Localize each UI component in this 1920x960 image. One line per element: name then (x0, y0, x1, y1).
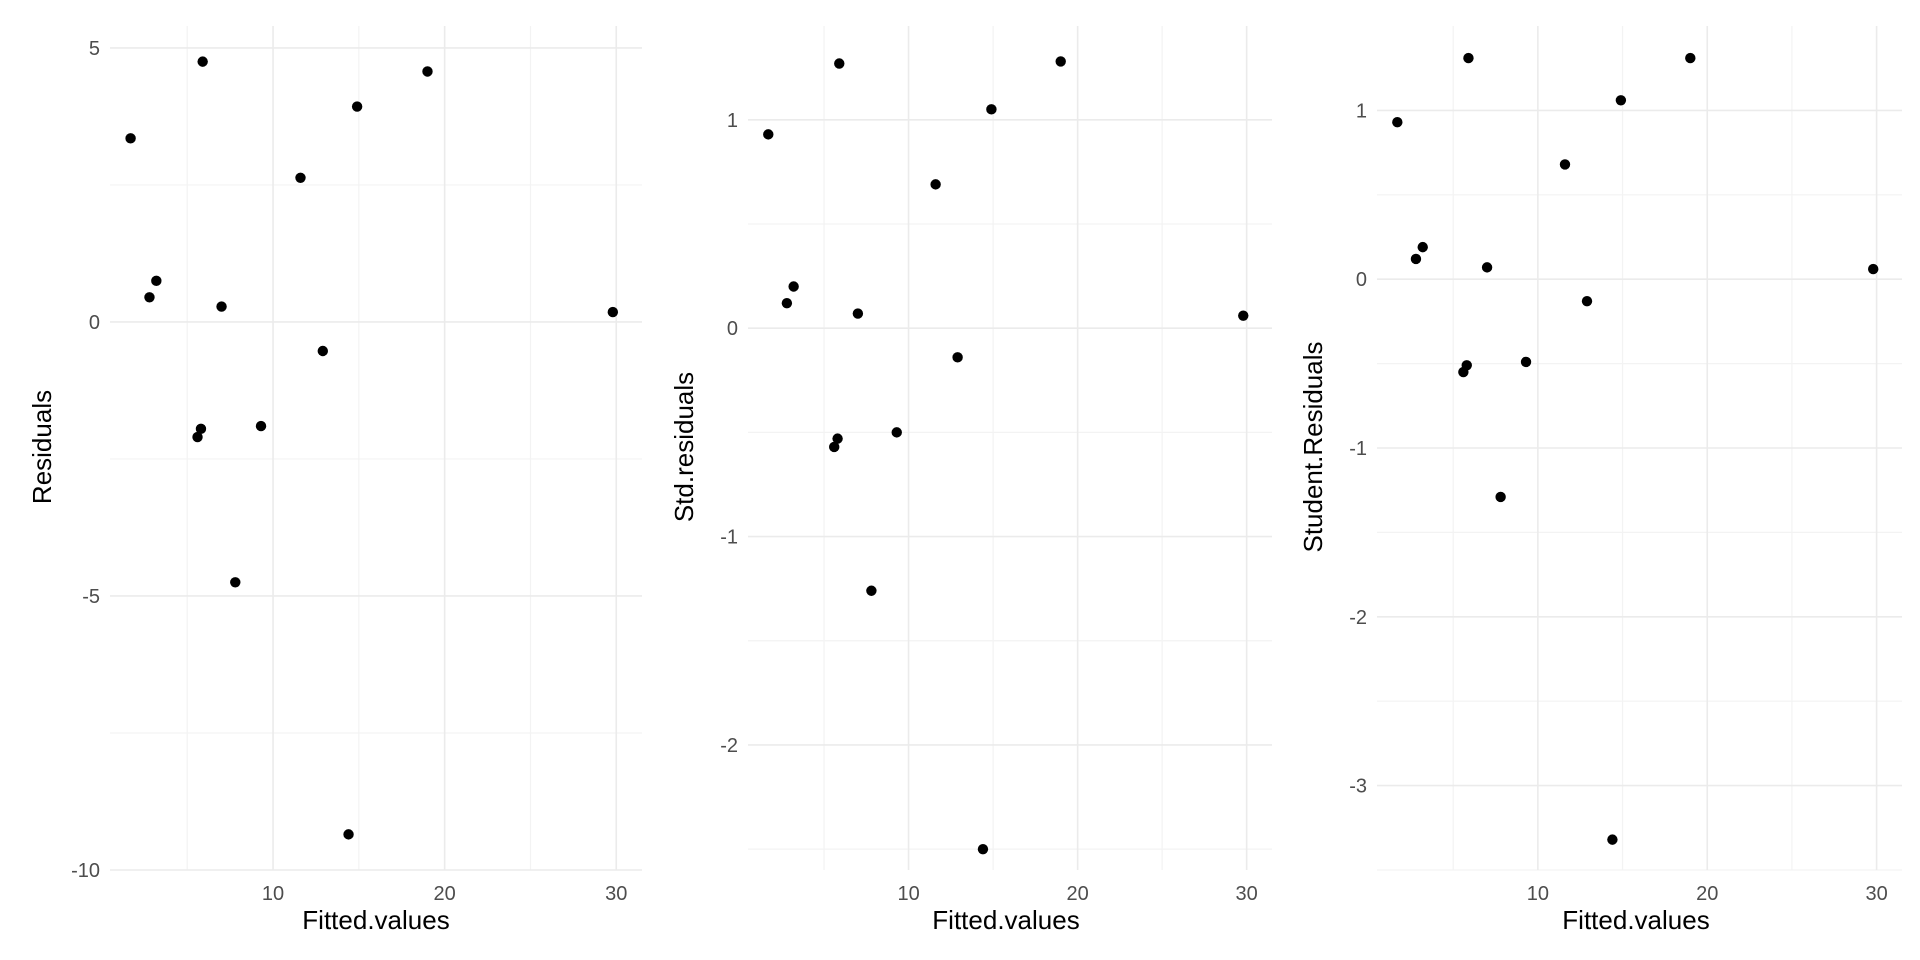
tick-labels: 10 20 30 -2 -1 0 1 (720, 110, 1258, 905)
x-tick-label: 20 (1066, 883, 1088, 905)
data-point (607, 306, 619, 318)
data-point (216, 301, 227, 312)
data-point (255, 420, 267, 432)
data-point (891, 427, 902, 438)
y-tick-label: 1 (727, 110, 738, 132)
data-point (1581, 295, 1593, 307)
x-axis-title: Fitted.values (932, 905, 1079, 935)
data-point (1461, 360, 1472, 371)
data-point (832, 433, 843, 444)
data-point (986, 104, 997, 115)
x-tick-label: 10 (897, 883, 919, 905)
grid (1377, 26, 1902, 871)
tick-labels: 10 20 30 -10 -5 0 5 (71, 38, 627, 905)
data-point (1417, 241, 1428, 253)
student-residuals-panel: 10 20 30 -3 -2 -1 0 1 Fitted.values Student.Res… (1298, 26, 1902, 935)
data-point (197, 56, 208, 67)
data-point (1238, 310, 1249, 321)
y-tick-label: 0 (727, 318, 738, 340)
data-point (781, 297, 793, 309)
y-tick-label: -10 (71, 860, 100, 882)
data-point (1559, 159, 1571, 170)
x-tick-label: 30 (605, 883, 627, 905)
data-point (1055, 56, 1066, 67)
y-tick-label: 0 (1356, 269, 1367, 291)
data-point (977, 843, 989, 855)
y-tick-label: 5 (89, 38, 100, 60)
residuals-panel: 10 20 30 -10 -5 0 5 Fitted.values Residuals (27, 26, 642, 935)
x-tick-label: 30 (1865, 883, 1887, 905)
y-tick-label: 0 (89, 312, 100, 334)
data-point (1607, 834, 1618, 845)
y-tick-label: -3 (1349, 776, 1367, 798)
y-axis-title: Std.residuals (669, 372, 699, 522)
data-point (1392, 117, 1403, 128)
data-point (763, 129, 774, 140)
data-point (144, 292, 155, 303)
data-point (829, 441, 840, 453)
data-point (852, 308, 864, 319)
grid (110, 26, 642, 871)
data-point (230, 577, 241, 588)
data-point (317, 345, 328, 357)
data-point (1495, 491, 1506, 503)
data-point (1481, 262, 1493, 273)
y-tick-label: -5 (82, 586, 100, 608)
x-tick-label: 30 (1236, 883, 1258, 905)
grid (748, 26, 1272, 870)
data-point (195, 423, 207, 435)
x-tick-label: 20 (1696, 883, 1718, 905)
data-point (422, 66, 433, 77)
data-point (952, 352, 963, 363)
y-tick-label: -2 (1349, 607, 1367, 629)
x-tick-label: 10 (262, 883, 284, 905)
y-tick-label: -1 (720, 527, 738, 549)
data-point (834, 58, 845, 69)
data-point (930, 179, 941, 190)
x-tick-label: 20 (434, 883, 456, 905)
std-residuals-panel: 10 20 30 -2 -1 0 1 Fitted.values Std.residuals (669, 26, 1272, 935)
data-point (1520, 356, 1532, 368)
points (763, 56, 1249, 855)
points (125, 56, 619, 840)
data-point (1685, 52, 1696, 64)
x-axis-title: Fitted.values (1562, 905, 1709, 935)
points (1392, 52, 1879, 845)
x-tick-label: 10 (1527, 883, 1549, 905)
y-tick-label: 1 (1356, 100, 1367, 122)
data-point (343, 829, 354, 840)
data-point (1463, 52, 1474, 64)
data-point (866, 585, 877, 596)
tick-labels: 10 20 30 -3 -2 -1 0 1 (1349, 100, 1888, 905)
data-point (192, 431, 203, 443)
data-point (1410, 253, 1422, 265)
data-point (125, 133, 136, 144)
y-axis-title: Student.Residuals (1298, 341, 1328, 552)
data-point (151, 275, 162, 287)
data-point (295, 172, 306, 184)
x-axis-title: Fitted.values (302, 905, 449, 935)
y-axis-title: Residuals (27, 390, 57, 504)
data-point (351, 101, 363, 112)
y-tick-label: -2 (720, 735, 738, 757)
data-point (1868, 263, 1879, 275)
y-tick-label: -1 (1349, 438, 1367, 460)
data-point (788, 281, 799, 292)
data-point (1615, 95, 1627, 106)
